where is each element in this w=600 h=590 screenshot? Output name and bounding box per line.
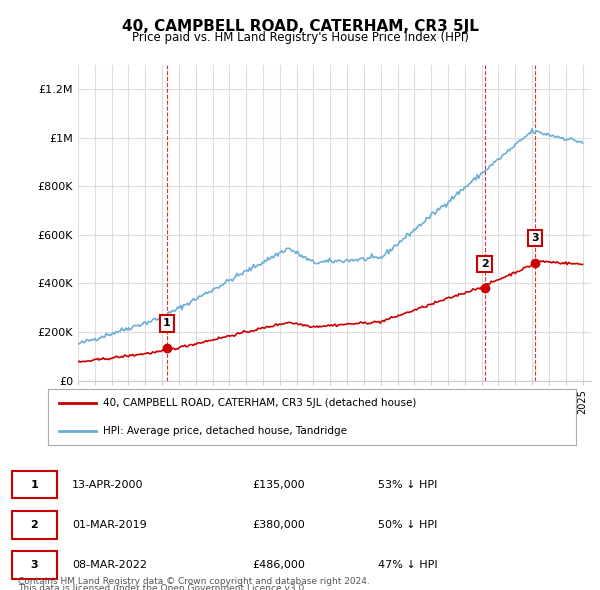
- Text: 08-MAR-2022: 08-MAR-2022: [72, 560, 147, 570]
- Text: 50% ↓ HPI: 50% ↓ HPI: [378, 520, 437, 530]
- FancyBboxPatch shape: [12, 471, 57, 499]
- Text: 2: 2: [481, 259, 488, 269]
- Text: 13-APR-2000: 13-APR-2000: [72, 480, 143, 490]
- Text: 53% ↓ HPI: 53% ↓ HPI: [378, 480, 437, 490]
- Text: HPI: Average price, detached house, Tandridge: HPI: Average price, detached house, Tand…: [103, 427, 347, 437]
- Text: 47% ↓ HPI: 47% ↓ HPI: [378, 560, 437, 570]
- Text: 40, CAMPBELL ROAD, CATERHAM, CR3 5JL (detached house): 40, CAMPBELL ROAD, CATERHAM, CR3 5JL (de…: [103, 398, 417, 408]
- Text: 3: 3: [31, 560, 38, 570]
- Text: £380,000: £380,000: [252, 520, 305, 530]
- Text: 01-MAR-2019: 01-MAR-2019: [72, 520, 147, 530]
- Text: Contains HM Land Registry data © Crown copyright and database right 2024.: Contains HM Land Registry data © Crown c…: [18, 577, 370, 586]
- FancyBboxPatch shape: [12, 511, 57, 539]
- Text: £486,000: £486,000: [252, 560, 305, 570]
- Text: 40, CAMPBELL ROAD, CATERHAM, CR3 5JL: 40, CAMPBELL ROAD, CATERHAM, CR3 5JL: [122, 19, 478, 34]
- Text: 1: 1: [163, 319, 170, 329]
- Text: £135,000: £135,000: [252, 480, 305, 490]
- Text: 1: 1: [31, 480, 38, 490]
- Text: This data is licensed under the Open Government Licence v3.0.: This data is licensed under the Open Gov…: [18, 584, 307, 590]
- Text: 3: 3: [532, 233, 539, 243]
- FancyBboxPatch shape: [12, 551, 57, 579]
- Text: Price paid vs. HM Land Registry's House Price Index (HPI): Price paid vs. HM Land Registry's House …: [131, 31, 469, 44]
- Text: 2: 2: [31, 520, 38, 530]
